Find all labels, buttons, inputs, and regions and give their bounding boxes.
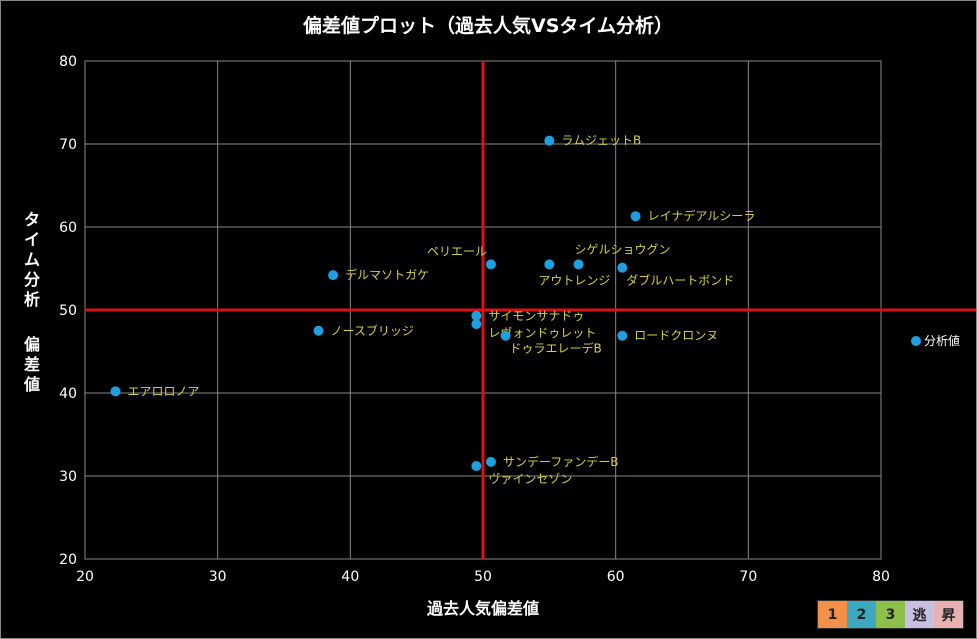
x-tick-label: 70 xyxy=(739,569,757,585)
legend-label: 分析値 xyxy=(924,333,960,348)
badge-昇: 昇 xyxy=(934,601,963,628)
legend-marker xyxy=(911,336,921,346)
data-point xyxy=(630,211,641,222)
data-label: デルマソトガケ xyxy=(345,267,429,282)
data-label: サイモンサナドゥ xyxy=(488,309,584,323)
data-label: ダブルハートボンド xyxy=(626,273,734,288)
data-point xyxy=(500,330,511,341)
y-axis-label-char: ム xyxy=(24,250,40,269)
y-axis-label-char: 値 xyxy=(23,375,40,394)
data-point xyxy=(110,386,121,397)
data-point xyxy=(485,456,496,467)
data-label: シゲルショウグン xyxy=(575,242,671,256)
data-point xyxy=(617,262,628,273)
data-point xyxy=(544,135,555,146)
data-label: ロードクロンヌ xyxy=(634,329,718,343)
data-point xyxy=(544,259,555,270)
data-label: エアロロノア xyxy=(128,384,200,398)
data-label: アウトレンジ xyxy=(538,273,610,287)
x-tick-label: 40 xyxy=(341,569,359,585)
badge-2: 2 xyxy=(847,601,876,628)
data-label: レイナデアルシーラ xyxy=(648,208,756,223)
y-tick-label: 40 xyxy=(59,386,77,402)
data-label: サンデーファンデーB xyxy=(503,454,619,469)
x-axis-label: 過去人気偏差値 xyxy=(426,599,539,618)
data-point xyxy=(617,330,628,341)
y-axis-label-char: 析 xyxy=(24,290,40,309)
badge-3: 3 xyxy=(876,601,905,628)
x-tick-label: 50 xyxy=(474,569,492,585)
y-tick-label: 30 xyxy=(59,469,77,485)
data-point xyxy=(485,259,496,270)
badge-逃: 逃 xyxy=(905,601,934,628)
data-label: ドゥラエレーデB xyxy=(510,341,602,356)
data-label: ラムジェットB xyxy=(561,134,641,148)
data-point xyxy=(471,310,482,321)
x-tick-label: 60 xyxy=(607,569,625,585)
badge-1: 1 xyxy=(818,601,847,628)
y-tick-label: 70 xyxy=(59,137,77,153)
data-point xyxy=(313,325,324,336)
y-axis-label-char: 差 xyxy=(24,355,40,374)
data-label: レヴォンドゥレット xyxy=(488,325,596,340)
y-axis-label-char: イ xyxy=(24,230,40,249)
data-point xyxy=(471,319,482,330)
data-label: ノースブリッジ xyxy=(330,323,413,338)
chart-title: 偏差値プロット（過去人気VSタイム分析） xyxy=(303,14,673,37)
data-point xyxy=(471,461,482,472)
y-axis-label-char: 分 xyxy=(24,270,40,289)
x-tick-label: 80 xyxy=(872,569,890,585)
x-tick-label: 30 xyxy=(209,569,227,585)
y-tick-label: 80 xyxy=(59,54,77,70)
data-label: ヴァインセゾン xyxy=(488,471,572,486)
y-tick-label: 60 xyxy=(59,220,77,236)
data-point xyxy=(573,259,584,270)
y-tick-label: 20 xyxy=(59,552,77,568)
data-label: ペリエール xyxy=(427,244,487,258)
data-point xyxy=(328,270,339,281)
y-tick-label: 50 xyxy=(59,303,77,319)
x-tick-label: 20 xyxy=(76,569,94,585)
y-axis-label-char: 偏 xyxy=(24,335,40,354)
y-axis-label-char: タ xyxy=(24,210,40,229)
